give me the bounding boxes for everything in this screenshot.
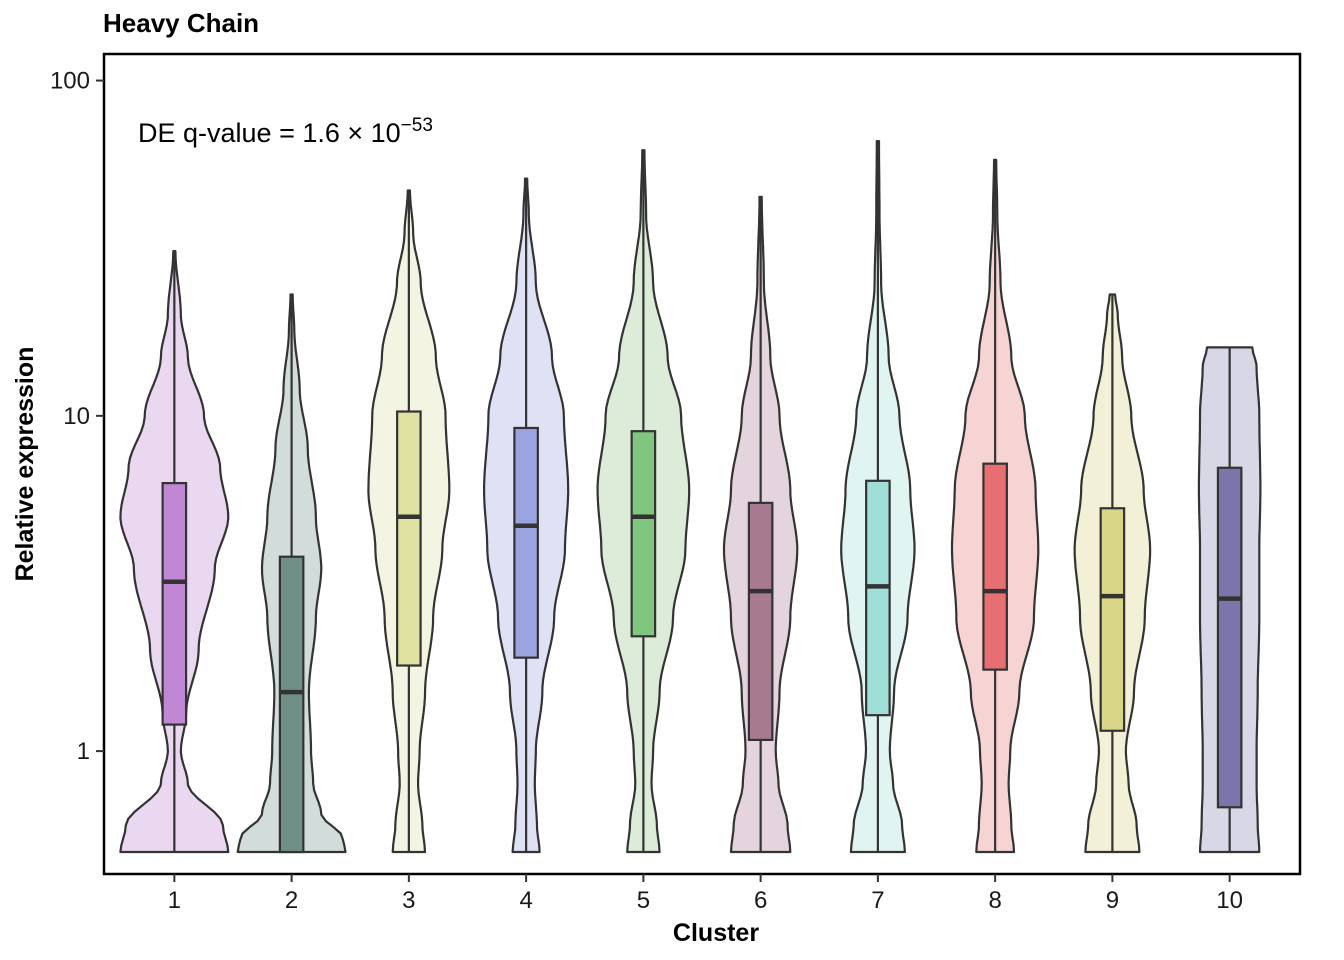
- x-tick-label: 10: [1216, 887, 1243, 914]
- violin-cluster-3: [367, 189, 451, 854]
- box-iqr: [396, 410, 422, 667]
- x-axis-label: Cluster: [673, 919, 759, 947]
- x-tick-label: 4: [519, 887, 532, 914]
- y-axis-label: Relative expression: [11, 347, 39, 582]
- violin-cluster-7: [840, 140, 916, 854]
- box-iqr: [513, 426, 539, 659]
- box-iqr: [161, 482, 188, 726]
- x-tick-label: 7: [871, 887, 884, 914]
- y-tick-label: 10: [63, 403, 90, 430]
- x-tick-label: 2: [285, 887, 298, 914]
- box-iqr: [630, 430, 657, 638]
- x-tick-label: 8: [988, 887, 1001, 914]
- box-iqr: [865, 479, 891, 717]
- x-tick-label: 6: [754, 887, 767, 914]
- violin-cluster-6: [722, 195, 799, 854]
- chart-title: Heavy Chain: [103, 8, 259, 38]
- box-iqr: [1099, 507, 1126, 732]
- y-tick-label: 1: [77, 738, 90, 765]
- x-axis: 1 2 3 4 5 6 7 8 9 10: [168, 874, 1243, 914]
- violin-cluster-9: [1073, 293, 1152, 854]
- annotation-exponent: −53: [401, 115, 433, 136]
- violin-cluster-8: [950, 158, 1040, 854]
- box-iqr: [982, 462, 1008, 671]
- violin-cluster-5: [596, 149, 691, 854]
- box-iqr: [747, 501, 774, 742]
- violin-layer: [119, 140, 1262, 854]
- x-tick-label: 9: [1106, 887, 1119, 914]
- violin-cluster-1: [119, 250, 230, 854]
- x-tick-label: 3: [402, 887, 415, 914]
- box-iqr: [1216, 466, 1243, 809]
- x-tick-label: 1: [168, 887, 181, 914]
- x-tick-label: 5: [637, 887, 650, 914]
- annotation-prefix: DE q-value = 1.6 × 10: [138, 118, 401, 148]
- de-q-value-annotation: DE q-value = 1.6 × 10−53: [138, 115, 433, 148]
- box-iqr: [278, 555, 305, 854]
- violin-cluster-2: [236, 293, 347, 854]
- y-axis: 1 10 100: [50, 68, 104, 765]
- violin-cluster-10: [1197, 346, 1262, 854]
- y-tick-label: 100: [50, 68, 90, 95]
- violin-cluster-4: [483, 177, 570, 854]
